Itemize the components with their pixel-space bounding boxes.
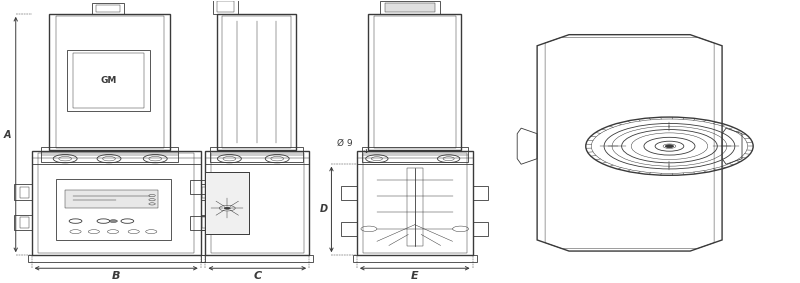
Bar: [206, 172, 249, 234]
Bar: [202, 187, 212, 198]
Bar: [32, 151, 201, 255]
Circle shape: [224, 207, 230, 209]
Circle shape: [666, 145, 674, 147]
Bar: [374, 16, 456, 148]
Bar: [473, 222, 489, 236]
Bar: [341, 186, 357, 200]
Bar: [20, 187, 30, 198]
Bar: [202, 255, 313, 262]
Bar: [55, 179, 171, 240]
Bar: [201, 215, 218, 230]
Bar: [341, 222, 357, 236]
Bar: [190, 180, 206, 194]
Bar: [362, 147, 468, 162]
Bar: [202, 217, 212, 228]
Bar: [73, 53, 144, 108]
Bar: [190, 216, 206, 230]
Bar: [211, 153, 303, 253]
Text: C: C: [254, 271, 262, 281]
Bar: [14, 185, 32, 200]
Bar: [385, 3, 435, 12]
Bar: [206, 172, 249, 234]
Bar: [406, 168, 422, 245]
Bar: [38, 153, 194, 253]
Bar: [201, 185, 218, 200]
Text: A: A: [3, 130, 10, 140]
Bar: [92, 3, 123, 14]
Bar: [210, 147, 302, 162]
Bar: [55, 16, 164, 147]
Bar: [28, 255, 205, 262]
Bar: [357, 151, 473, 255]
Text: Ø 9: Ø 9: [337, 138, 353, 147]
Bar: [368, 14, 462, 150]
Bar: [362, 153, 467, 253]
Bar: [96, 5, 119, 12]
Bar: [213, 0, 238, 14]
Bar: [20, 217, 30, 228]
Bar: [380, 1, 440, 14]
Bar: [473, 186, 489, 200]
Text: B: B: [112, 271, 121, 281]
Text: GM: GM: [101, 76, 117, 85]
Text: E: E: [411, 271, 418, 281]
Bar: [50, 14, 170, 150]
Bar: [353, 255, 477, 262]
Bar: [66, 50, 150, 111]
Bar: [222, 16, 290, 148]
Bar: [42, 147, 178, 162]
Bar: [217, 1, 234, 12]
Bar: [14, 215, 32, 230]
Bar: [217, 14, 296, 150]
Circle shape: [110, 220, 118, 222]
Text: D: D: [319, 204, 327, 215]
Bar: [206, 151, 309, 255]
Bar: [65, 190, 158, 208]
